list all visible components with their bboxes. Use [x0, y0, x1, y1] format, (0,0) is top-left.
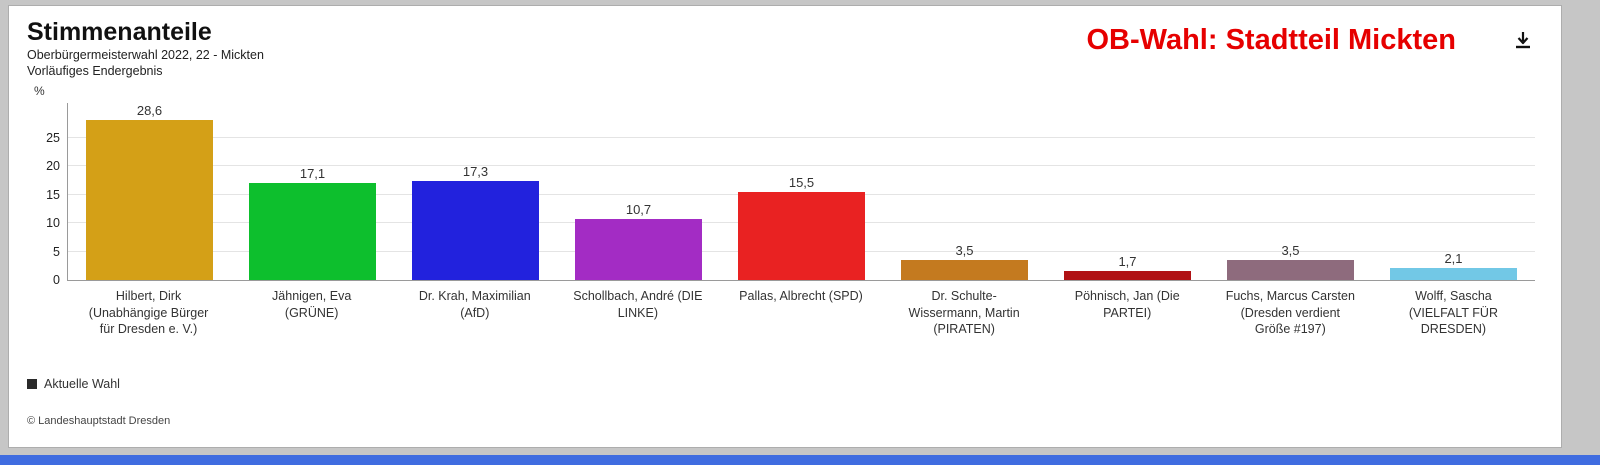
x-axis-category-label: Hilbert, Dirk (Unabhängige Bürger für Dr… [88, 289, 209, 337]
legend-item[interactable]: Aktuelle Wahl [27, 377, 120, 391]
bar[interactable] [1063, 270, 1192, 281]
x-axis-category-label: Fuchs, Marcus Carsten (Dresden verdient … [1225, 289, 1355, 337]
bar-value-label: 10,7 [625, 202, 652, 218]
bar-column: 10,7 [557, 103, 720, 281]
chart-title: Stimmenanteile [27, 18, 212, 46]
x-axis-category-label: Pallas, Albrecht (SPD) [739, 289, 863, 304]
y-tick-label: 10 [46, 216, 60, 231]
bar-value-label: 3,5 [1281, 243, 1300, 259]
x-axis-category-label: Schollbach, André (DIE LINKE) [573, 289, 703, 320]
copyright-notice: © Landeshauptstadt Dresden [27, 415, 171, 428]
legend-label: Aktuelle Wahl [44, 377, 120, 392]
chart-header-right: OB-Wahl: Stadtteil Mickten [1087, 18, 1544, 55]
bar[interactable] [737, 191, 866, 281]
bar-value-label: 1,7 [1118, 253, 1137, 269]
gridline [68, 165, 1535, 167]
x-axis-category-label: Pöhnisch, Jan (Die PARTEI) [1074, 289, 1180, 320]
bar[interactable] [1389, 268, 1518, 281]
bar-value-label: 28,6 [136, 103, 163, 119]
bar-value-label: 15,5 [788, 174, 815, 190]
x-axis-category-label: Wolff, Sascha (VIELFALT FÜR DRESDEN) [1408, 289, 1498, 337]
bar-column: 28,6 [68, 103, 231, 281]
bar-column: 3,5 [883, 103, 1046, 281]
bar-column: 15,5 [720, 103, 883, 281]
y-tick-label: 5 [53, 244, 60, 259]
bar[interactable] [1226, 260, 1355, 281]
x-axis-labels: Hilbert, Dirk (Unabhängige Bürger für Dr… [67, 281, 1535, 355]
bar[interactable] [411, 181, 540, 281]
bar-value-label: 17,1 [299, 165, 326, 181]
bar-column: 1,7 [1046, 103, 1209, 281]
y-tick-label: 0 [53, 273, 60, 288]
bar[interactable] [85, 120, 214, 281]
bar-chart: % 28,6 17,1 17,3 10,7 15,5 3,5 1,7 3,5 2,1 0 5 10 1… [27, 84, 1543, 355]
bottom-bar [0, 455, 1600, 465]
bar-value-label: 2,1 [1444, 251, 1463, 267]
page-banner-title: OB-Wahl: Stadtteil Mickten [1086, 24, 1457, 56]
x-axis-category-label: Dr. Krah, Maximilian (AfD) [418, 289, 531, 320]
y-axis-unit-label: % [34, 84, 45, 99]
bar[interactable] [248, 182, 377, 281]
bar-value-label: 17,3 [462, 164, 489, 180]
bar[interactable] [574, 219, 703, 281]
legend-swatch [27, 379, 37, 390]
y-tick-label: 20 [46, 159, 60, 174]
chart-subtitle-line2: Vorläufiges Endergebnis [27, 64, 163, 78]
x-axis-category-label: Dr. Schulte-Wissermann, Martin (PIRATEN) [908, 289, 1020, 337]
bar-value-label: 3,5 [955, 243, 974, 259]
chart-header-left: Stimmenanteile Oberbürgermeisterwahl 202… [27, 18, 264, 79]
y-tick-label: 15 [46, 187, 60, 202]
bar-column: 3,5 [1209, 103, 1372, 281]
gridline [68, 136, 1535, 138]
y-tick-label: 25 [46, 130, 60, 145]
chart-card: Stimmenanteile Oberbürgermeisterwahl 202… [8, 5, 1562, 448]
download-icon [1516, 32, 1530, 49]
bar-column: 2,1 [1372, 103, 1535, 281]
bar-column: 17,1 [231, 103, 394, 281]
bars-row: 28,6 17,1 17,3 10,7 15,5 3,5 1,7 3,5 2,1 [68, 103, 1535, 281]
bar[interactable] [900, 260, 1029, 281]
plot-area: % 28,6 17,1 17,3 10,7 15,5 3,5 1,7 3,5 2,1 0 5 10 1… [34, 84, 1535, 287]
bar-column: 17,3 [394, 103, 557, 281]
download-button[interactable] [1511, 28, 1535, 55]
chart-subtitle-line1: Oberbürgermeisterwahl 2022, 22 - Mickten [27, 47, 264, 62]
chart-header: Stimmenanteile Oberbürgermeisterwahl 202… [27, 18, 1543, 79]
x-axis-category-label: Jähnigen, Eva (GRÜNE) [272, 289, 352, 320]
